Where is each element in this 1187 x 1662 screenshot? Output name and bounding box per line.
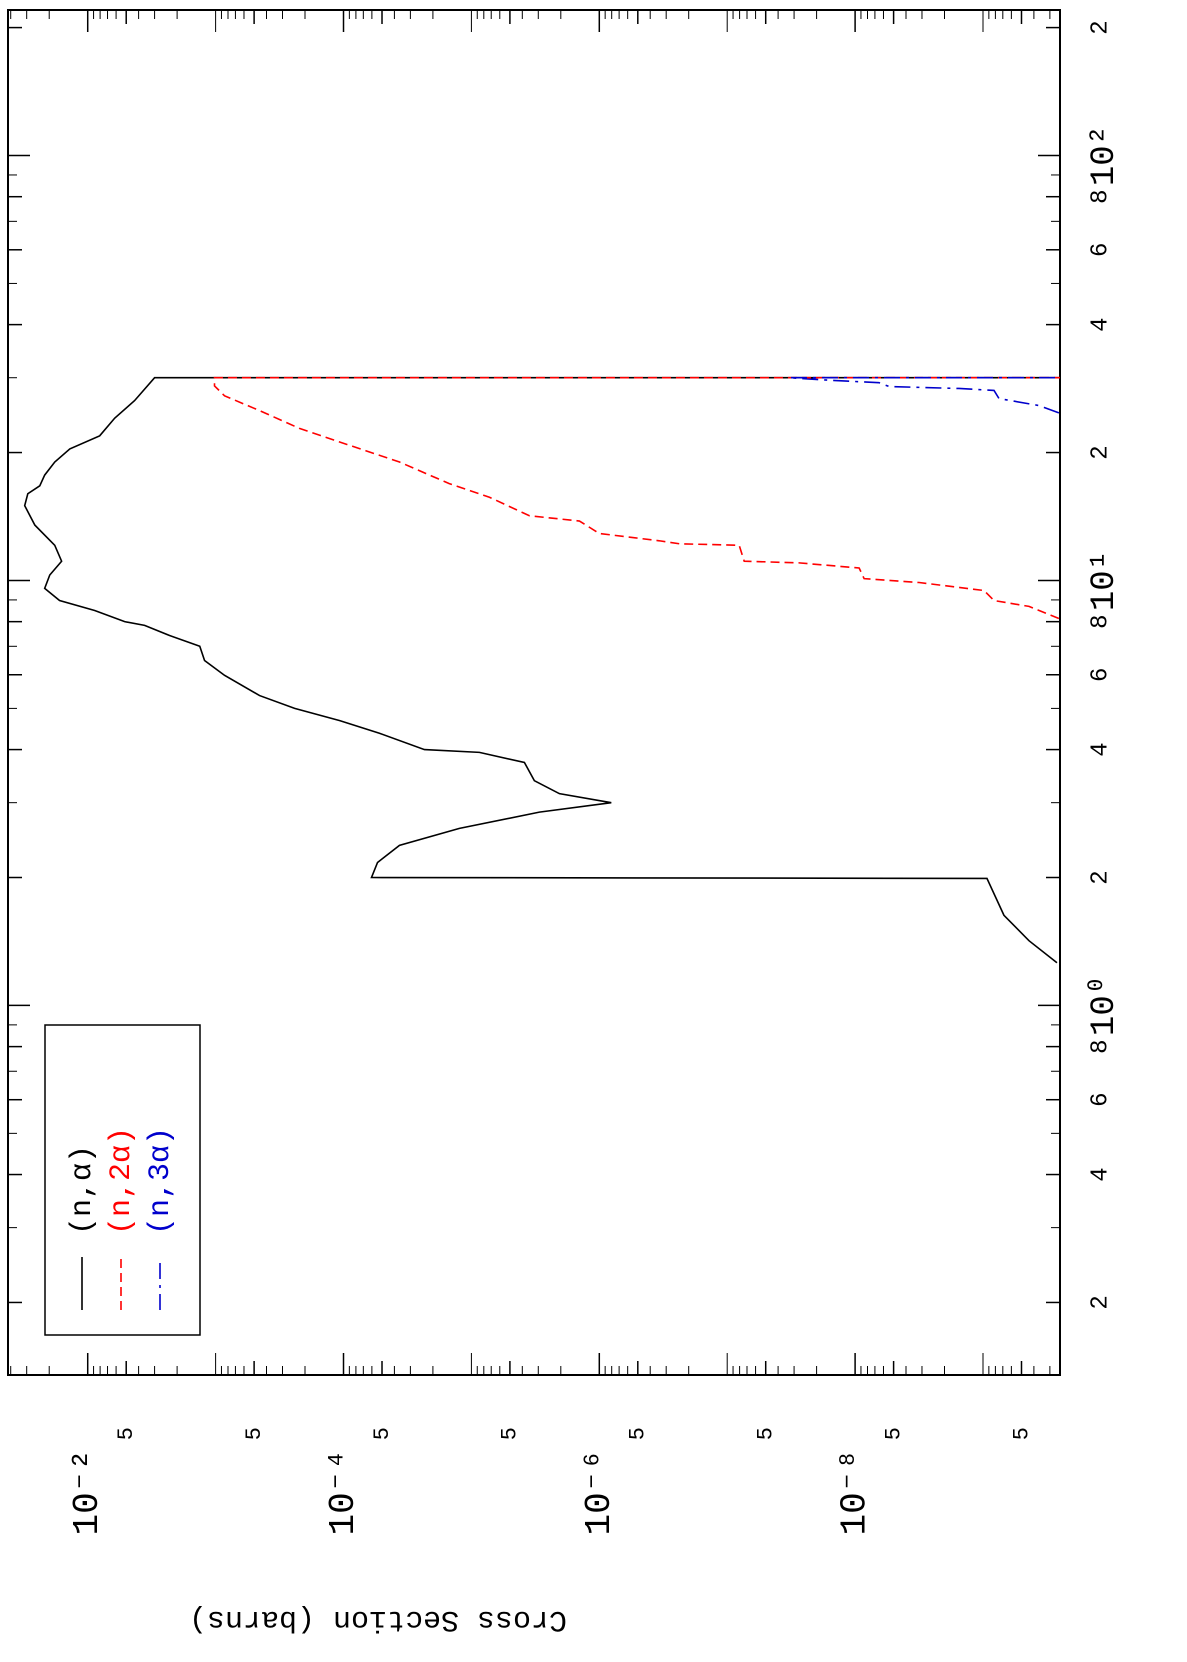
x-tick-label: 10¹	[1086, 550, 1124, 611]
y-tick-label: 5	[1009, 1427, 1034, 1440]
x-tick-label: 4	[1087, 1167, 1114, 1181]
x-tick-label: 6	[1087, 1093, 1114, 1107]
y-tick-label: 5	[114, 1427, 139, 1440]
y-tick-label: 10⁻⁶	[579, 1449, 620, 1535]
legend-label: (n,3α)	[144, 1127, 178, 1235]
x-tick-label: 2	[1087, 20, 1114, 34]
y-tick-label: 5	[498, 1427, 523, 1440]
x-tick-label: 4	[1087, 317, 1114, 331]
x-tick-label: 10²	[1086, 125, 1124, 186]
y-tick-label: 10⁻⁴	[323, 1449, 364, 1535]
y-tick-label: 5	[242, 1427, 267, 1440]
x-tick-label: 10⁰	[1086, 975, 1124, 1036]
y-tick-label: 5	[370, 1427, 395, 1440]
x-tick-label: 2	[1087, 1295, 1114, 1309]
y-tick-label: 5	[626, 1427, 651, 1440]
legend-label: (n,α)	[66, 1145, 100, 1235]
x-tick-label: 6	[1087, 668, 1114, 682]
plot-frame	[7, 9, 1061, 1376]
x-tick-label: 8	[1087, 614, 1114, 628]
series-line	[789, 376, 1060, 414]
y-tick-label: 5	[754, 1427, 779, 1440]
legend-box	[44, 1024, 201, 1336]
x-tick-label: 8	[1087, 189, 1114, 203]
y-tick-label: 10⁻⁸	[835, 1449, 876, 1535]
y-tick-label: 5	[881, 1427, 906, 1440]
series-group	[23, 376, 1060, 964]
x-tick-label: 6	[1087, 243, 1114, 257]
rotated-plot: 2 4 6 8 10⁰ 2 4 6 8 10¹ 2 4 6 8 10² 2 10⁻² 5 5 10⁻⁴ 5 5 10⁻⁶ 5 5…	[7, 9, 1124, 1636]
series-line	[23, 376, 1060, 964]
x-tick-label: 2	[1087, 870, 1114, 884]
legend-label: (n,2α)	[105, 1127, 139, 1235]
x-tick-label: 2	[1087, 445, 1114, 459]
x-tick-label: 4	[1087, 742, 1114, 756]
y-tick-label: 10⁻²	[67, 1449, 108, 1535]
series-line	[213, 376, 1060, 620]
y-axis-label: Cross Section (barns)	[189, 1602, 567, 1636]
x-tick-label: 8	[1087, 1039, 1114, 1053]
